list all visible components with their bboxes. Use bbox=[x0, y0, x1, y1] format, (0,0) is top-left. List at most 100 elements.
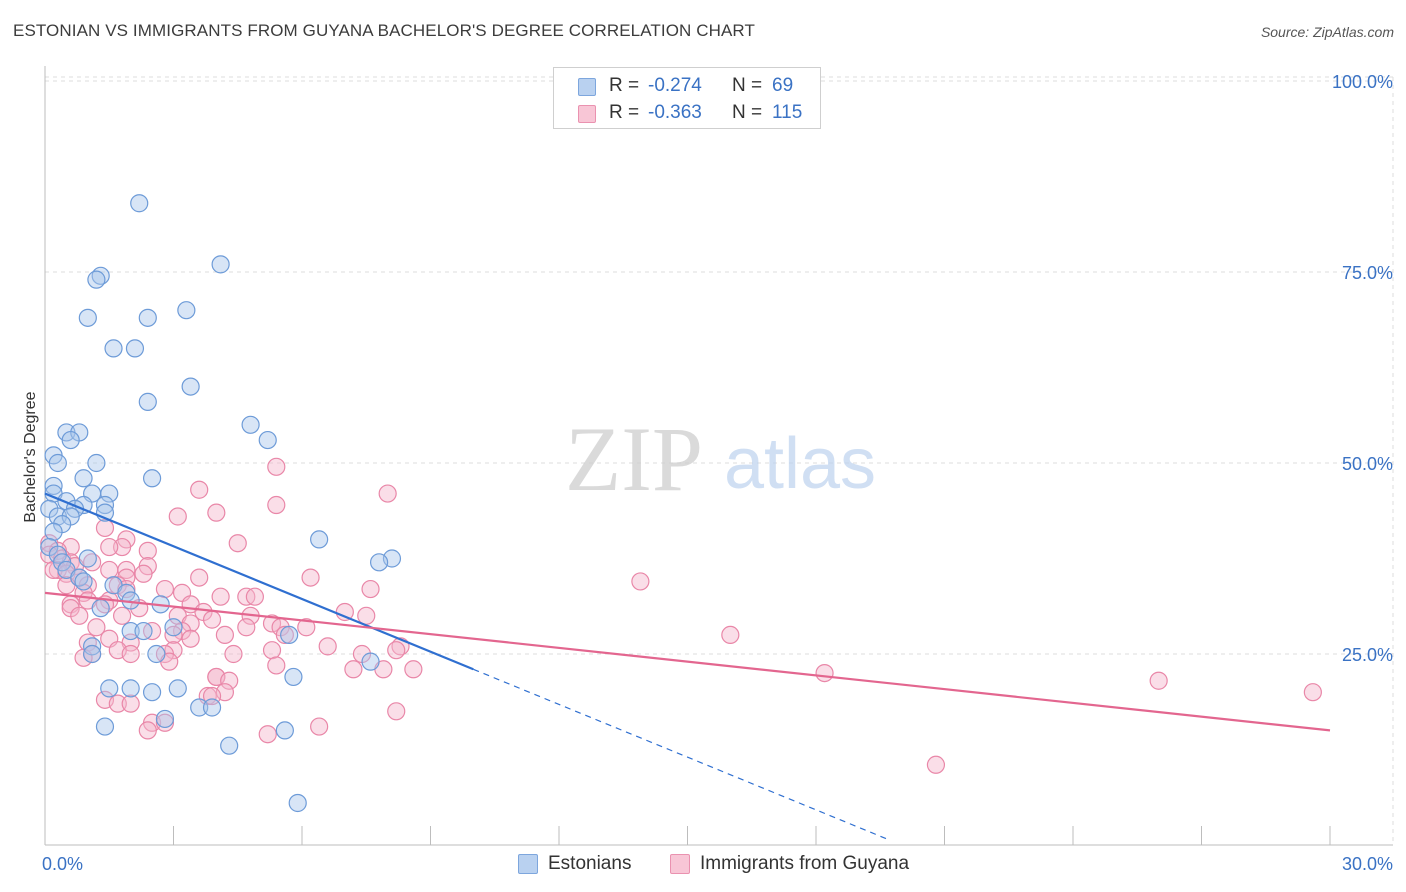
watermark-zip: ZIP bbox=[565, 408, 703, 510]
guyana-point bbox=[1303, 683, 1322, 702]
estonian-point bbox=[48, 453, 67, 473]
guyana-swatch bbox=[578, 105, 596, 123]
estonian-point bbox=[138, 308, 157, 327]
estonian-point bbox=[275, 721, 294, 740]
estonian-point bbox=[177, 301, 196, 320]
guyana-legend-swatch bbox=[670, 854, 690, 874]
estonian-point bbox=[258, 430, 277, 450]
y-tick-label: 50.0% bbox=[1342, 454, 1393, 474]
stats-legend: R = -0.274 N = 69 R = -0.363 N = 115 bbox=[553, 67, 821, 129]
chart-title: ESTONIAN VS IMMIGRANTS FROM GUYANA BACHE… bbox=[13, 21, 755, 40]
legend-label: Estonians bbox=[548, 853, 632, 874]
estonian-points bbox=[40, 194, 402, 813]
guyana-point bbox=[211, 587, 230, 606]
estonian-point bbox=[220, 736, 239, 755]
guyana-point bbox=[361, 579, 380, 599]
estonian-point bbox=[61, 430, 80, 450]
guyana-point bbox=[207, 503, 226, 522]
estonian-point bbox=[100, 484, 119, 503]
estonian-point bbox=[74, 469, 93, 488]
estonian-point bbox=[147, 644, 166, 664]
guyana-point bbox=[344, 660, 363, 679]
guyana-point bbox=[262, 614, 282, 633]
estonian-point bbox=[87, 453, 106, 473]
estonian-point bbox=[284, 667, 303, 687]
estonian-point bbox=[78, 308, 97, 327]
estonian-point bbox=[100, 679, 119, 698]
estonian-point bbox=[310, 530, 329, 549]
estonian-point bbox=[134, 621, 153, 641]
estonian-point bbox=[280, 625, 299, 645]
trend-lines bbox=[44, 492, 1331, 841]
series-legend: Estonians Immigrants from Guyana bbox=[0, 852, 1406, 878]
n-value: 115 bbox=[772, 102, 803, 123]
watermark-atlas: atlas bbox=[724, 424, 876, 504]
gridlines bbox=[45, 76, 1394, 845]
guyana-trend-line bbox=[44, 591, 1331, 732]
estonian-point bbox=[361, 652, 380, 671]
guyana-point bbox=[202, 610, 222, 629]
guyana-point bbox=[215, 625, 234, 645]
r-label: R = bbox=[609, 75, 640, 96]
estonian-point bbox=[95, 495, 115, 515]
estonian-point bbox=[78, 549, 97, 568]
guyana-point bbox=[112, 606, 132, 625]
n-label: N = bbox=[732, 75, 763, 96]
n-value: 69 bbox=[772, 75, 794, 96]
legend-label: Immigrants from Guyana bbox=[700, 853, 910, 874]
y-tick-label: 75.0% bbox=[1342, 263, 1393, 283]
estonian-point bbox=[104, 339, 123, 358]
guyana-point bbox=[378, 484, 397, 503]
guyana-point bbox=[275, 625, 294, 645]
guyana-point bbox=[387, 641, 406, 660]
estonians-legend-swatch bbox=[518, 854, 538, 874]
guyana-point bbox=[301, 568, 320, 587]
estonians-trend-extension bbox=[473, 668, 890, 841]
estonian-point bbox=[74, 572, 93, 591]
guyana-point bbox=[117, 560, 136, 580]
r-label: R = bbox=[609, 102, 640, 123]
estonian-point bbox=[121, 679, 140, 698]
x-tick-label: 0.0% bbox=[42, 854, 83, 874]
guyana-point bbox=[138, 541, 157, 560]
guyana-point bbox=[318, 637, 337, 656]
estonian-point bbox=[83, 644, 102, 664]
estonian-point bbox=[44, 476, 63, 496]
estonian-point bbox=[87, 270, 106, 289]
r-value: -0.363 bbox=[648, 102, 702, 123]
guyana-point bbox=[631, 572, 650, 591]
guyana-point bbox=[155, 713, 175, 732]
guyana-point bbox=[121, 694, 140, 713]
guyana-point bbox=[224, 644, 243, 664]
guyana-point bbox=[190, 480, 209, 499]
source-label: Source: ZipAtlas.com bbox=[1260, 24, 1394, 40]
guyana-point bbox=[721, 625, 740, 645]
guyana-point bbox=[155, 579, 175, 599]
estonian-point bbox=[155, 709, 175, 729]
guyana-point bbox=[100, 560, 119, 580]
guyana-point bbox=[387, 702, 406, 721]
estonian-point bbox=[91, 599, 110, 618]
watermark: ZIP atlas bbox=[565, 408, 876, 510]
guyana-point bbox=[926, 755, 946, 774]
guyana-point bbox=[267, 656, 286, 675]
guyana-point bbox=[70, 606, 89, 625]
estonians-swatch bbox=[578, 78, 596, 96]
estonian-point bbox=[142, 469, 162, 488]
guyana-point bbox=[100, 537, 119, 557]
guyana-point bbox=[121, 644, 140, 664]
guyana-point bbox=[1149, 671, 1168, 690]
x-tick-label: 30.0% bbox=[1342, 854, 1393, 874]
estonian-point bbox=[370, 553, 389, 572]
guyana-point bbox=[228, 534, 247, 553]
guyana-point bbox=[310, 717, 329, 736]
estonian-point bbox=[190, 698, 209, 717]
estonian-point bbox=[211, 255, 230, 274]
r-value: -0.274 bbox=[648, 75, 702, 96]
estonian-point bbox=[168, 679, 187, 698]
guyana-point bbox=[267, 457, 286, 476]
estonian-point bbox=[138, 392, 157, 411]
n-label: N = bbox=[732, 102, 763, 123]
guyana-point bbox=[95, 518, 115, 538]
